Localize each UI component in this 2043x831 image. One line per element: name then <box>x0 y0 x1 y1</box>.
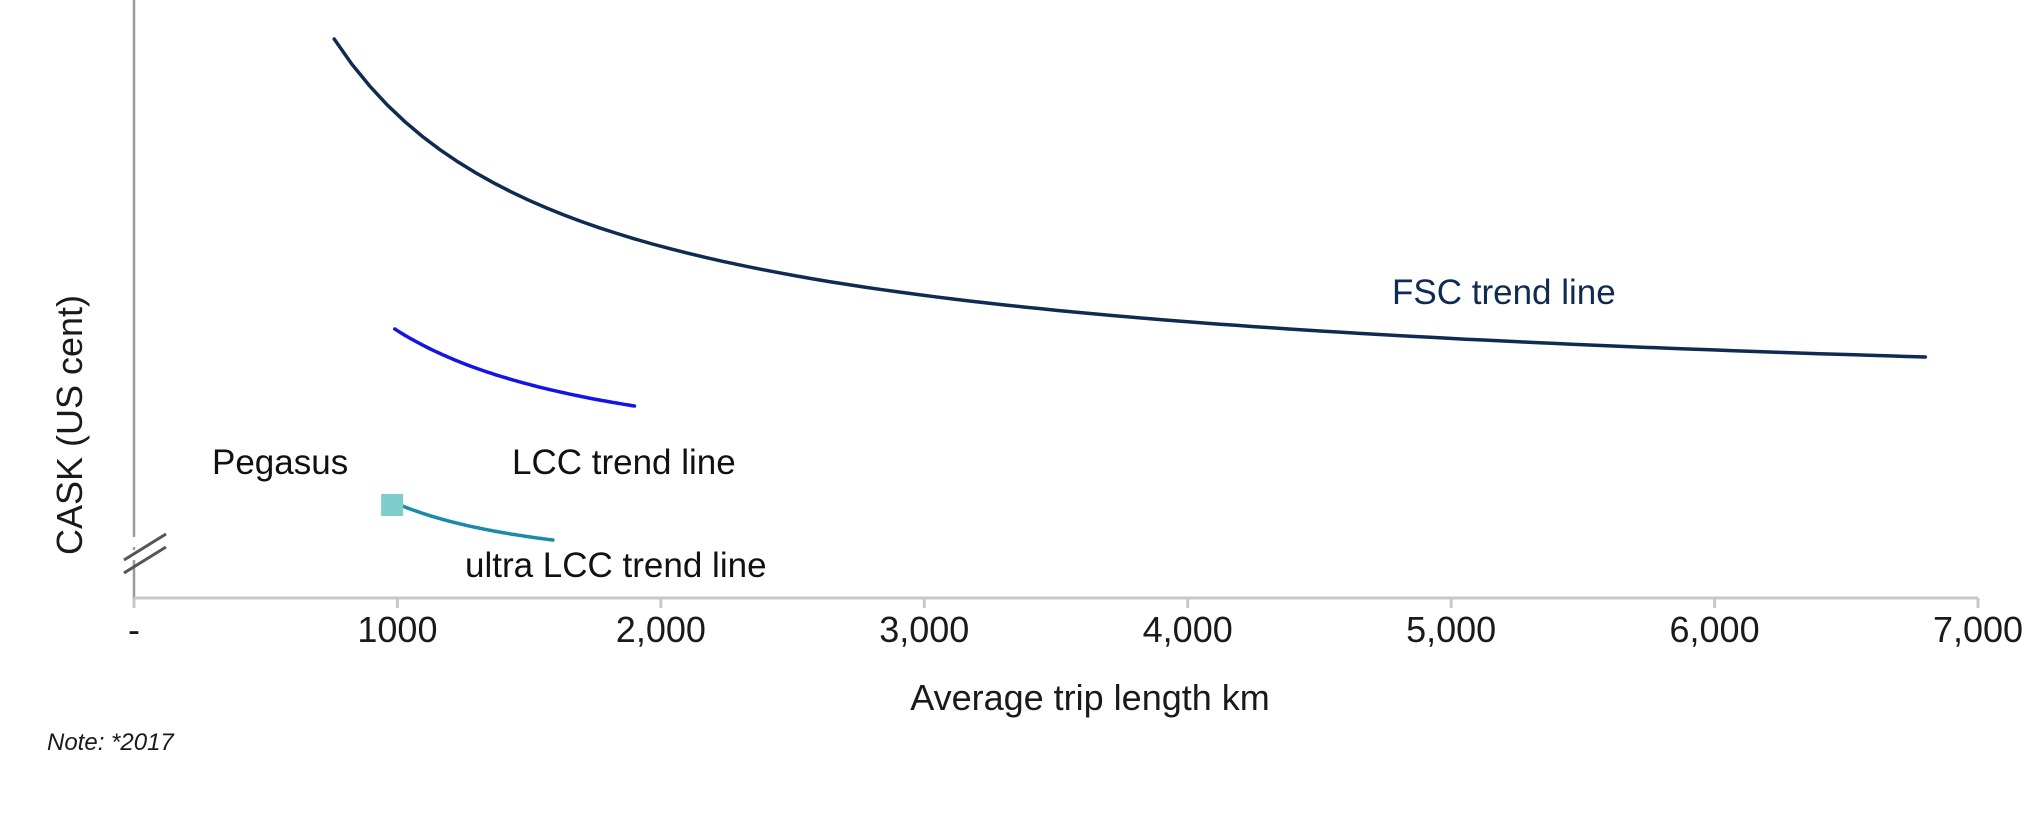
x-tick-label: 3,000 <box>879 609 969 650</box>
x-tick-label: 1000 <box>357 609 437 650</box>
series-line-1 <box>393 327 637 408</box>
x-tick-label: 2,000 <box>616 609 706 650</box>
x-tick-labels: - 1000 2,000 3,000 4,000 5,000 6,000 7,000 <box>128 609 2023 650</box>
series-label-lcc: LCC trend line <box>512 443 736 482</box>
point-label-pegasus: Pegasus <box>212 443 348 482</box>
x-tick-label: 5,000 <box>1406 609 1496 650</box>
x-ticks <box>132 598 1980 608</box>
x-tick-label: - <box>128 609 140 650</box>
series-layer <box>332 37 1928 542</box>
series-label-fsc: FSC trend line <box>1392 273 1616 312</box>
chart-note: Note: *2017 <box>47 729 175 756</box>
axes: - 1000 2,000 3,000 4,000 5,000 6,000 7,000 <box>123 0 2023 650</box>
x-axis-title: Average trip length km <box>910 677 1270 718</box>
x-tick-label: 7,000 <box>1933 609 2023 650</box>
series-line-2 <box>395 502 555 542</box>
points-layer <box>381 494 404 516</box>
x-tick-label: 4,000 <box>1143 609 1233 650</box>
series-line-0 <box>332 37 1928 359</box>
axis-break-icon <box>123 531 167 575</box>
series-label-ultra-lcc: ultra LCC trend line <box>465 546 767 585</box>
data-point-pegasus <box>381 494 404 516</box>
x-tick-label: 6,000 <box>1670 609 1760 650</box>
y-axis-title: CASK (US cent) <box>49 295 90 555</box>
